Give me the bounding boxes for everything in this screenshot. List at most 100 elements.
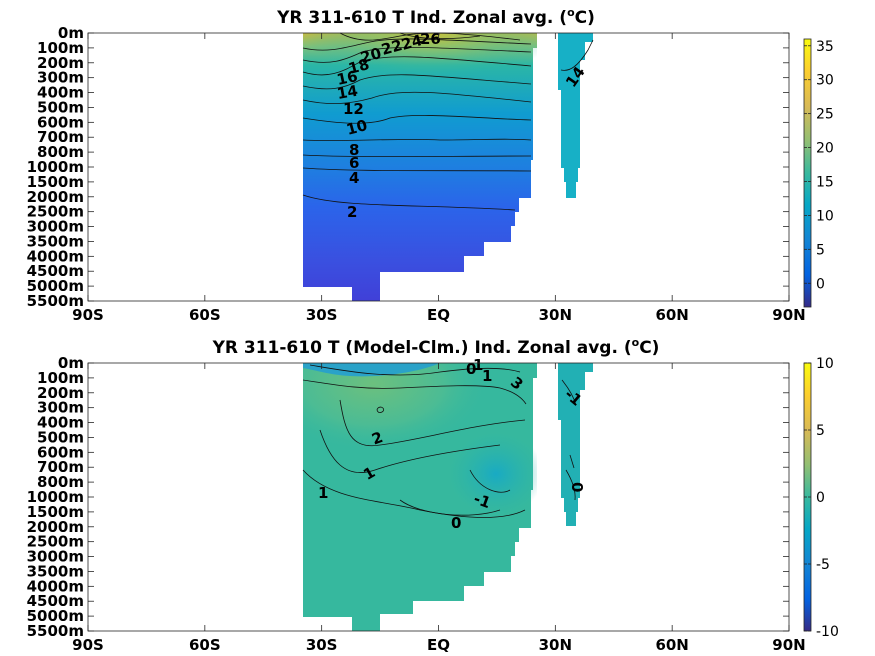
contour-label: 1	[318, 484, 328, 502]
contour-label: 14	[336, 82, 360, 103]
top-y-axis: 0m100m200m300m400m500m600m700m800m1000m1…	[27, 24, 789, 310]
contour-label: 8	[349, 141, 359, 159]
contour-label: 10	[344, 116, 369, 139]
y-tick-label: 3500m	[27, 232, 84, 250]
y-tick-label: 5000m	[27, 277, 84, 295]
y-tick-label: 0m	[58, 354, 84, 372]
contour-label: 6	[349, 154, 359, 172]
y-tick-label: 400m	[37, 84, 84, 102]
y-tick-label: 4500m	[27, 262, 84, 280]
y-tick-label: 700m	[37, 458, 84, 476]
bottom-east-field	[558, 363, 593, 526]
y-tick-label: 100m	[37, 369, 84, 387]
bottom-y-axis: 0m100m200m300m400m500m600m700m800m1000m1…	[27, 354, 789, 640]
y-tick-label: 5000m	[27, 607, 84, 625]
contour-label: 2	[347, 203, 357, 221]
contour-label: -1	[471, 489, 493, 512]
colorbar-tick-label: 10	[816, 356, 834, 372]
y-tick-label: 1500m	[27, 173, 84, 191]
x-tick-label: 60S	[189, 636, 221, 654]
y-tick-label: 200m	[37, 384, 84, 402]
top-colorbar-axis: 35 30 25 20 15 10 5 0	[804, 39, 834, 292]
x-tick-label: 90N	[772, 306, 805, 324]
top-panel: YR 311-610 T Ind. Zonal avg. (oC) 26 24	[27, 6, 834, 324]
x-tick-label: 60N	[655, 306, 688, 324]
colorbar-tick-label: -10	[816, 624, 839, 640]
contour-label: 26	[420, 30, 441, 48]
y-tick-label: 1000m	[27, 488, 84, 506]
colorbar-tick-label: 20	[816, 141, 834, 157]
y-tick-label: 300m	[37, 69, 84, 87]
contour-label: 4	[349, 169, 359, 187]
x-tick-label: 60S	[189, 306, 221, 324]
y-tick-label: 600m	[37, 443, 84, 461]
colorbar-tick-label: 30	[816, 73, 834, 89]
bottom-panel: YR 311-610 T (Model-Clm.) Ind. Zonal avg…	[27, 336, 839, 654]
y-tick-label: 2500m	[27, 203, 84, 221]
y-tick-label: 0m	[58, 24, 84, 42]
bottom-x-axis: 90S 60S 30S EQ 30N 60N 90N	[72, 363, 806, 654]
y-tick-label: 500m	[37, 428, 84, 446]
colorbar-tick-label: -5	[816, 557, 830, 573]
contour-label: 0	[466, 360, 476, 378]
y-tick-label: 200m	[37, 54, 84, 72]
y-tick-label: 3000m	[27, 548, 84, 566]
x-tick-label: 60N	[655, 636, 688, 654]
bottom-title: YR 311-610 T (Model-Clm.) Ind. Zonal avg…	[212, 336, 660, 358]
x-tick-label: EQ	[427, 636, 450, 654]
y-tick-label: 700m	[37, 128, 84, 146]
contour-label: 12	[343, 100, 364, 118]
x-tick-label: 30N	[539, 636, 572, 654]
y-tick-label: 800m	[37, 143, 84, 161]
colorbar-tick-label: 15	[816, 174, 834, 190]
bottom-colorbar-axis: 10 5 0 -5 -10	[804, 356, 839, 640]
y-tick-label: 600m	[37, 113, 84, 131]
x-tick-label: 90S	[72, 636, 104, 654]
y-tick-label: 1500m	[27, 503, 84, 521]
y-tick-label: 4500m	[27, 592, 84, 610]
x-tick-label: 90N	[772, 636, 805, 654]
y-tick-label: 2000m	[27, 188, 84, 206]
colorbar-tick-label: 0	[816, 490, 825, 506]
contour-label: 1	[482, 367, 492, 385]
contour-label: 20	[358, 44, 383, 67]
colorbar-tick-label: 5	[816, 423, 825, 439]
colorbar-tick-label: 25	[816, 107, 834, 123]
contour-label: 1	[473, 356, 483, 374]
bottom-cool-anomaly	[400, 420, 537, 540]
bottom-contours	[302, 364, 577, 518]
y-tick-label: 5500m	[27, 292, 84, 310]
y-tick-label: 2000m	[27, 518, 84, 536]
x-tick-label: 90S	[72, 306, 104, 324]
top-east-field	[558, 33, 593, 198]
y-tick-label: 5500m	[27, 622, 84, 640]
y-tick-label: 300m	[37, 399, 84, 417]
y-tick-label: 3000m	[27, 218, 84, 236]
x-tick-label: 30S	[306, 306, 338, 324]
top-title: YR 311-610 T Ind. Zonal avg. (oC)	[276, 6, 595, 28]
bottom-surface-cool	[303, 363, 440, 377]
y-tick-label: 3500m	[27, 562, 84, 580]
top-colorbar	[803, 38, 812, 308]
y-tick-label: 4000m	[27, 247, 84, 265]
y-tick-label: 800m	[37, 473, 84, 491]
y-tick-label: 100m	[37, 39, 84, 57]
x-tick-label: 30N	[539, 306, 572, 324]
contour-label: 22	[379, 36, 404, 59]
y-tick-label: 400m	[37, 414, 84, 432]
top-contours	[302, 32, 594, 211]
x-tick-label: EQ	[427, 306, 450, 324]
contour-label: 0	[451, 514, 461, 532]
contour-label: 18	[346, 55, 371, 78]
x-tick-label: 30S	[306, 636, 338, 654]
colorbar-tick-label: 35	[816, 39, 834, 55]
y-tick-label: 1000m	[27, 158, 84, 176]
contour-label: 24	[399, 31, 424, 54]
contour-label: 16	[335, 67, 359, 89]
y-tick-label: 500m	[37, 98, 84, 116]
colorbar-tick-label: 0	[816, 276, 825, 292]
colorbar-tick-label: 10	[816, 208, 834, 224]
y-tick-label: 2500m	[27, 533, 84, 551]
colorbar-tick-label: 5	[816, 242, 825, 258]
